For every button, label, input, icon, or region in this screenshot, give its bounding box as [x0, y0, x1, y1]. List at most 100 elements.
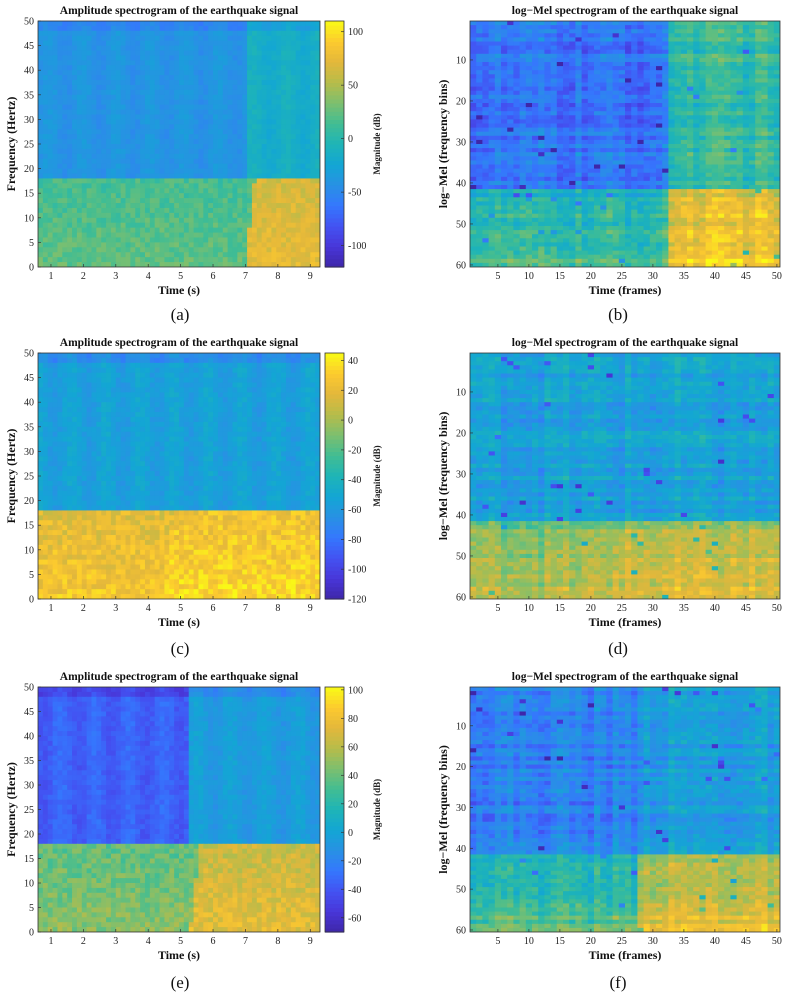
colorbar-segment — [325, 846, 344, 851]
colorbar-segment — [325, 813, 344, 819]
x-tick-label: 4 — [146, 271, 151, 282]
y-tick-label: 0 — [29, 263, 34, 274]
colorbar-frame — [324, 686, 345, 933]
chart-panel-f: 5 10 15 20 25 30 35 40 45 50 10 20 30 40 50 60 log−Mel s… — [436, 671, 782, 992]
colorbar-segment — [325, 144, 344, 149]
x-tick-label: 8 — [275, 603, 280, 614]
panel-caption: (b) — [608, 305, 628, 324]
x-tick-label: 15 — [555, 271, 565, 282]
colorbar-segment — [325, 907, 344, 913]
colorbar-segment — [325, 152, 344, 157]
colorbar-segment — [325, 381, 344, 387]
y-tick-label: 10 — [456, 55, 466, 66]
plot-frame — [469, 352, 781, 600]
y-tick-label: 60 — [456, 592, 466, 603]
colorbar-tick-label: 100 — [348, 27, 363, 38]
y-tick-label: 50 — [456, 551, 466, 562]
colorbar-segment — [325, 699, 344, 704]
colorbar-segment — [325, 533, 344, 539]
x-tick-label: 2 — [81, 271, 86, 282]
colorbar-segment — [325, 545, 344, 551]
colorbar-segment — [325, 94, 344, 100]
colorbar-segment — [325, 41, 344, 47]
y-tick-label: 50 — [24, 683, 34, 694]
colorbar-label: Magnitude (dB) — [372, 113, 382, 174]
y-tick-label: 10 — [24, 545, 34, 556]
heatmap-image — [470, 687, 780, 932]
y-tick-label: 20 — [456, 762, 466, 773]
colorbar-tick-label: 0 — [348, 416, 353, 427]
colorbar-segment — [325, 221, 344, 227]
y-tick-label: 15 — [24, 189, 34, 200]
chart-title: Amplitude spectrogram of the earthquake … — [60, 5, 298, 17]
colorbar-segment — [325, 53, 344, 59]
colorbar-segment — [325, 809, 344, 815]
x-tick-label: 20 — [586, 936, 596, 947]
colorbar-segment — [325, 695, 344, 700]
x-tick-label: 7 — [243, 603, 248, 614]
chart-title: Amplitude spectrogram of the earthquake … — [60, 671, 298, 683]
y-tick-label: 25 — [24, 140, 34, 151]
colorbar-segment — [325, 435, 344, 440]
y-axis-label: Frequency (Hertz) — [4, 429, 18, 524]
colorbar-segment — [325, 874, 344, 880]
y-axis-label: Frequency (Hertz) — [4, 97, 18, 192]
colorbar-segment — [325, 566, 344, 571]
colorbar-segment — [325, 500, 344, 506]
colorbar-segment — [325, 594, 344, 600]
colorbar-segment — [325, 854, 344, 860]
y-axis-label: log−Mel (frequency bins) — [436, 412, 450, 541]
colorbar-segment — [325, 447, 344, 452]
heatmap-image — [470, 21, 780, 267]
colorbar-segment — [325, 443, 344, 448]
colorbar-segment — [325, 842, 344, 847]
colorbar-segment — [325, 866, 344, 872]
colorbar-segment — [325, 369, 344, 375]
colorbar-segment — [325, 422, 344, 428]
colorbar-segment — [325, 119, 344, 125]
x-tick-label: 40 — [710, 271, 720, 282]
chart-title: log−Mel spectrogram of the earthquake si… — [512, 5, 738, 17]
colorbar-segment — [325, 903, 344, 909]
x-tick-label: 9 — [308, 271, 313, 282]
colorbar-segment — [325, 414, 344, 420]
x-tick-label: 5 — [178, 271, 183, 282]
colorbar-segment — [325, 517, 344, 522]
colorbar-segment — [325, 858, 344, 864]
x-tick-label: 2 — [81, 603, 86, 614]
colorbar-segment — [325, 829, 344, 835]
colorbar-segment — [325, 168, 344, 174]
colorbar-segment — [325, 176, 344, 182]
y-tick-label: 40 — [24, 732, 34, 743]
x-tick-label: 9 — [308, 936, 313, 947]
x-axis-label: Time (s) — [158, 615, 200, 629]
colorbar-segment — [325, 406, 344, 411]
panel-caption: (c) — [171, 639, 190, 658]
colorbar-segment — [325, 172, 344, 178]
colorbar-segment — [325, 895, 344, 900]
x-tick-label: 4 — [146, 936, 151, 947]
y-tick-label: 30 — [24, 447, 34, 458]
colorbar-tick-label: -40 — [348, 885, 361, 896]
colorbar-segment — [325, 111, 344, 116]
colorbar-segment — [325, 62, 344, 67]
colorbar-segment — [325, 357, 344, 362]
colorbar-segment — [325, 558, 344, 563]
colorbar-segment — [325, 727, 344, 733]
y-tick-label: 15 — [24, 854, 34, 865]
colorbar-segment — [325, 127, 344, 133]
colorbar-segment — [325, 258, 344, 264]
x-tick-label: 10 — [524, 603, 534, 614]
x-tick-label: 5 — [495, 271, 500, 282]
panel-caption: (e) — [171, 973, 190, 992]
chart-panel-a: 1 2 3 4 5 6 7 8 905101520253035404550-100-500501… — [4, 5, 382, 324]
colorbar-segment — [325, 377, 344, 383]
colorbar-segment — [325, 789, 344, 794]
colorbar-segment — [325, 156, 344, 161]
colorbar-segment — [325, 217, 344, 223]
colorbar-segment — [325, 389, 344, 395]
colorbar-segment — [325, 899, 344, 905]
colorbar: -100 -50 0 50 100 Magnitude (dB) — [324, 20, 382, 268]
x-tick-label: 25 — [617, 603, 627, 614]
